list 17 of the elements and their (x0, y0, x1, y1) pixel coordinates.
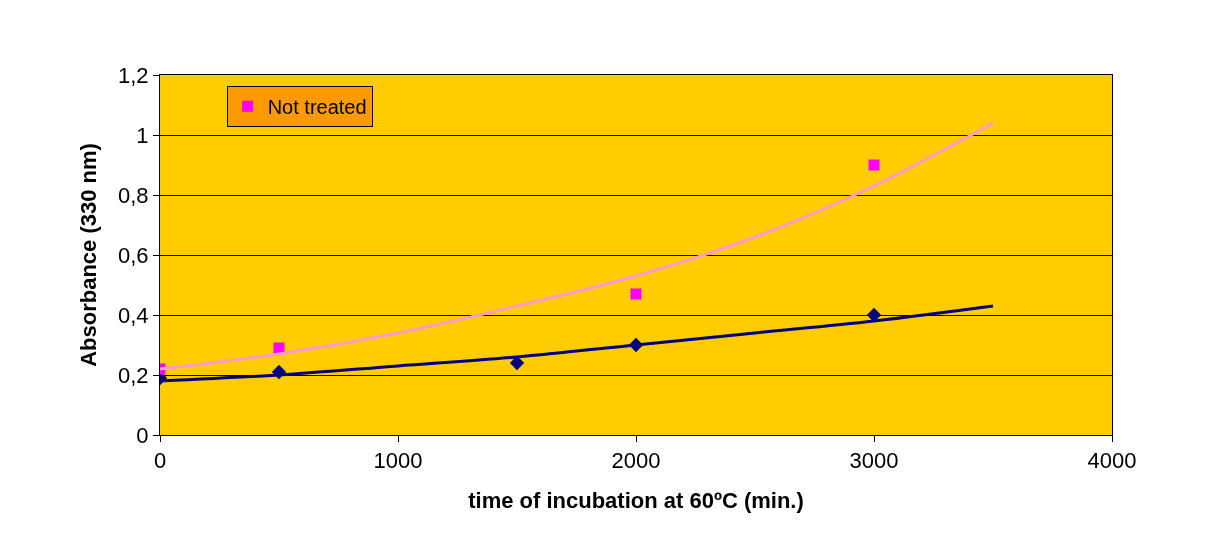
x-axis-title: time of incubation at 60ºC (min.) (468, 488, 804, 514)
y-axis-title: Absorbance (330 nm) (75, 143, 101, 367)
x-tick-label: 1000 (373, 448, 423, 474)
x-tick-label: 0 (153, 448, 167, 474)
y-tick-label: 1,2 (118, 62, 149, 88)
y-tick-label: 0 (136, 422, 149, 448)
legend-label: Not treated (267, 96, 367, 119)
point (630, 288, 642, 300)
y-tick-label: 0,2 (118, 362, 149, 388)
x-tick-label: 4000 (1087, 448, 1137, 474)
x-tick-label: 3000 (849, 448, 899, 474)
y-tick-label: 0,6 (118, 242, 149, 268)
y-tick-label: 1 (136, 122, 149, 148)
y-tick-label: 0,8 (118, 182, 149, 208)
y-tick-label: 0,4 (118, 302, 149, 328)
x-tick-label: 2000 (611, 448, 661, 474)
point (868, 159, 880, 171)
